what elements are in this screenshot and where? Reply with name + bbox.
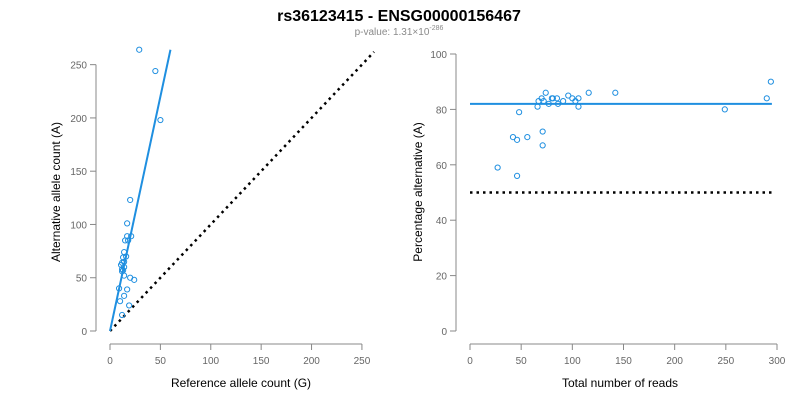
panel-allele-counts: 0 50 100 150 200 250 0 50 100 150 200 250 Referenc… (49, 46, 375, 390)
x-tick-label: 100 (564, 356, 581, 367)
x-tick-label: 150 (615, 356, 632, 367)
data-point (124, 286, 131, 293)
data-point (542, 89, 549, 96)
points (494, 78, 774, 179)
y-tick-label: 60 (436, 161, 448, 172)
data-point (575, 103, 582, 110)
data-point (513, 136, 521, 143)
data-point (549, 95, 556, 102)
x-tick-label: 300 (769, 356, 786, 367)
x-tick-label: 0 (467, 356, 473, 367)
subtitle-prefix: p-value: 1.31×10 (355, 27, 430, 38)
data-point (585, 89, 592, 96)
data-point (116, 298, 124, 305)
x-tick-label: 150 (253, 356, 270, 367)
data-point (494, 164, 501, 171)
x-axis-title: Reference allele count (G) (171, 376, 311, 390)
data-point (152, 67, 159, 75)
data-point (121, 292, 128, 299)
data-point (516, 109, 523, 116)
y-tick-label: 250 (70, 61, 87, 72)
data-point (126, 302, 133, 309)
x-tick-label: 250 (354, 356, 371, 367)
data-point (509, 134, 517, 141)
y-tick-label: 0 (441, 327, 447, 338)
reference-line-segment (109, 51, 375, 332)
data-point (539, 128, 546, 135)
x-tick-label: 200 (666, 356, 683, 367)
y-tick-label: 20 (436, 272, 448, 283)
data-point (124, 220, 131, 227)
panel-percentage-alternative: 0 50 100 150 200 250 300 0 20 40 60 80 100 Total nu… (411, 50, 786, 390)
x-tick-label: 50 (155, 356, 167, 367)
y-tick-label: 150 (70, 167, 87, 178)
data-point (127, 274, 134, 281)
data-point (513, 172, 521, 179)
x-tick-label: 50 (516, 356, 528, 367)
y-tick-label: 100 (70, 220, 87, 231)
y-tick-label: 80 (436, 105, 448, 116)
data-point (157, 116, 164, 124)
points (115, 46, 164, 319)
data-point (560, 97, 567, 105)
y-tick-label: 100 (430, 50, 447, 61)
data-point (118, 311, 126, 319)
y-axis-title: Percentage alternative (A) (411, 122, 425, 261)
data-point (565, 92, 572, 99)
subtitle-exponent: -286 (429, 25, 443, 32)
data-point (118, 266, 126, 273)
data-point (545, 100, 552, 107)
x-tick-label: 0 (107, 356, 113, 367)
x-axis: 0 50 100 150 200 250 300 (467, 343, 786, 367)
data-point (115, 285, 123, 292)
reference-line (109, 51, 375, 332)
data-point (125, 237, 132, 244)
y-tick-label: 200 (70, 114, 87, 125)
x-tick-label: 200 (303, 356, 320, 367)
data-point (767, 78, 774, 85)
y-axis-title: Alternative allele count (A) (49, 122, 63, 262)
x-tick-label: 250 (717, 356, 734, 367)
fit-line-segment (109, 49, 172, 332)
y-tick-label: 40 (436, 216, 448, 227)
y-axis: 0 50 100 150 200 250 (70, 61, 97, 338)
data-point (122, 237, 129, 244)
data-point (575, 95, 582, 102)
data-point (128, 233, 135, 240)
x-tick-label: 100 (202, 356, 219, 367)
data-point (539, 142, 546, 149)
data-point (763, 95, 770, 102)
data-point (534, 103, 541, 110)
data-point (121, 272, 128, 279)
data-point (553, 95, 561, 102)
y-tick-label: 0 (81, 327, 87, 338)
data-point (612, 89, 619, 96)
data-point (123, 253, 130, 260)
data-point (524, 134, 531, 141)
x-axis: 0 50 100 150 200 250 (107, 343, 371, 367)
data-point (127, 196, 134, 204)
data-point (136, 46, 143, 53)
chart-subtitle: p-value: 1.31×10-286 (355, 25, 444, 38)
data-point (540, 97, 547, 105)
chart-title: rs36123415 - ENSG00000156467 (277, 8, 521, 25)
x-axis-title: Total number of reads (562, 376, 678, 390)
y-axis: 0 20 40 60 80 100 (430, 50, 457, 338)
fit-line (109, 49, 172, 332)
data-point (554, 100, 562, 107)
data-point (721, 106, 728, 113)
y-tick-label: 50 (76, 274, 88, 285)
